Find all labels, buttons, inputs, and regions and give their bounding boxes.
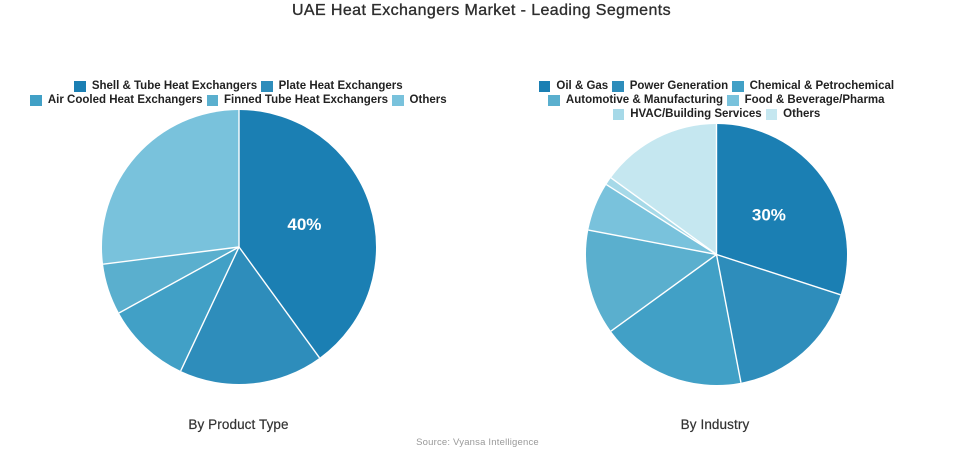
svg-text:30%: 30% xyxy=(751,205,785,224)
svg-text:40%: 40% xyxy=(287,214,321,233)
